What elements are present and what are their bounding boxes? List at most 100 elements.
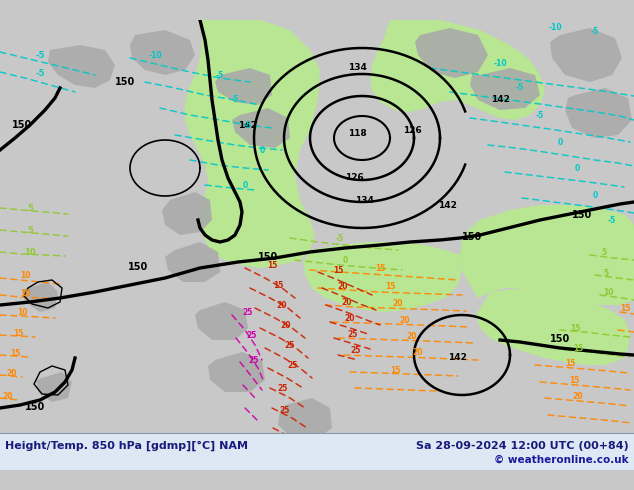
Polygon shape (278, 398, 332, 438)
Text: 0: 0 (557, 138, 562, 147)
Text: 15: 15 (267, 261, 277, 270)
Polygon shape (162, 192, 212, 235)
Text: 15: 15 (10, 348, 20, 358)
Text: -5: -5 (216, 71, 224, 79)
Text: 15: 15 (390, 366, 400, 374)
Text: 20: 20 (7, 368, 17, 377)
Text: 20: 20 (338, 281, 348, 291)
Text: 142: 142 (437, 201, 456, 210)
Text: 126: 126 (403, 126, 422, 135)
Text: -5: -5 (608, 216, 616, 224)
Text: 25: 25 (247, 330, 257, 340)
Text: 126: 126 (345, 173, 363, 182)
Polygon shape (130, 30, 195, 75)
Text: 5: 5 (27, 225, 33, 235)
Polygon shape (185, 20, 320, 268)
Text: -10: -10 (148, 50, 162, 59)
Text: 150: 150 (462, 232, 482, 242)
Text: 0: 0 (574, 164, 579, 172)
Text: 10: 10 (16, 308, 27, 317)
Text: 25: 25 (249, 356, 259, 365)
Text: 25: 25 (351, 345, 361, 354)
Text: 20: 20 (281, 320, 291, 329)
Text: 15: 15 (573, 343, 583, 352)
Text: 15: 15 (13, 328, 23, 338)
Text: 150: 150 (572, 210, 592, 220)
Text: 15: 15 (333, 266, 343, 274)
Text: 25: 25 (348, 329, 358, 339)
Text: 15: 15 (569, 375, 579, 385)
Text: 0: 0 (242, 180, 248, 190)
Text: 142: 142 (448, 353, 467, 362)
Polygon shape (565, 88, 632, 138)
Polygon shape (195, 302, 248, 340)
Text: 10: 10 (20, 289, 30, 297)
Polygon shape (48, 45, 115, 88)
Text: 10: 10 (603, 288, 613, 296)
Polygon shape (415, 28, 488, 78)
Text: -5: -5 (536, 111, 544, 120)
Text: 20: 20 (342, 297, 353, 307)
Text: 15: 15 (273, 280, 283, 290)
Text: 0: 0 (259, 146, 264, 154)
Text: © weatheronline.co.uk: © weatheronline.co.uk (495, 455, 629, 465)
Text: -5: -5 (231, 96, 239, 104)
Text: 0: 0 (592, 191, 598, 199)
Text: -5: -5 (591, 27, 599, 36)
Text: 20: 20 (413, 347, 424, 357)
Polygon shape (215, 68, 272, 105)
Text: 25: 25 (285, 341, 295, 349)
Bar (0, 433, 634, 470)
Text: 20: 20 (392, 298, 403, 308)
Text: 5: 5 (27, 203, 33, 213)
Text: 15: 15 (375, 264, 385, 272)
Polygon shape (303, 242, 462, 312)
Text: -5: -5 (516, 83, 524, 93)
Text: 150: 150 (12, 120, 32, 130)
Text: -10: -10 (493, 59, 507, 69)
Text: 134: 134 (354, 196, 373, 205)
Text: 25: 25 (243, 308, 253, 317)
Text: 20: 20 (400, 316, 410, 324)
Polygon shape (208, 352, 265, 392)
Text: 0: 0 (342, 255, 347, 265)
Text: 142: 142 (238, 121, 256, 130)
Polygon shape (460, 205, 634, 305)
Polygon shape (232, 108, 290, 148)
Text: 150: 150 (128, 262, 148, 272)
Text: 20: 20 (407, 332, 417, 341)
Text: 25: 25 (278, 384, 288, 392)
Text: -5: -5 (36, 51, 45, 60)
Text: 15: 15 (570, 323, 580, 333)
Text: 150: 150 (115, 77, 135, 87)
Polygon shape (470, 68, 540, 110)
Text: 20: 20 (345, 314, 355, 322)
Text: 25: 25 (280, 406, 290, 415)
Text: 150: 150 (25, 402, 45, 412)
Polygon shape (370, 20, 545, 120)
Text: 118: 118 (347, 129, 366, 138)
Polygon shape (550, 28, 622, 82)
Text: 5: 5 (604, 269, 609, 277)
Polygon shape (476, 288, 630, 365)
Text: -5: -5 (36, 70, 45, 78)
Polygon shape (165, 242, 220, 282)
Polygon shape (22, 282, 58, 312)
Text: 15: 15 (385, 281, 395, 291)
Text: -5: -5 (244, 121, 252, 129)
Text: 20: 20 (3, 392, 13, 400)
Text: 10: 10 (20, 270, 30, 279)
Text: Sa 28-09-2024 12:00 UTC (00+84): Sa 28-09-2024 12:00 UTC (00+84) (417, 441, 629, 451)
Text: 5: 5 (602, 247, 607, 256)
Text: 20: 20 (277, 300, 287, 310)
Polygon shape (36, 372, 72, 402)
Text: 15: 15 (620, 303, 630, 313)
Text: 134: 134 (347, 63, 366, 72)
Text: -5: -5 (336, 234, 344, 243)
Text: Height/Temp. 850 hPa [gdmp][°C] NAM: Height/Temp. 850 hPa [gdmp][°C] NAM (5, 441, 248, 451)
Text: 10: 10 (24, 247, 36, 256)
Text: -10: -10 (548, 24, 562, 32)
Text: 150: 150 (550, 334, 570, 344)
Text: 142: 142 (491, 95, 510, 104)
Text: 15: 15 (565, 359, 575, 368)
